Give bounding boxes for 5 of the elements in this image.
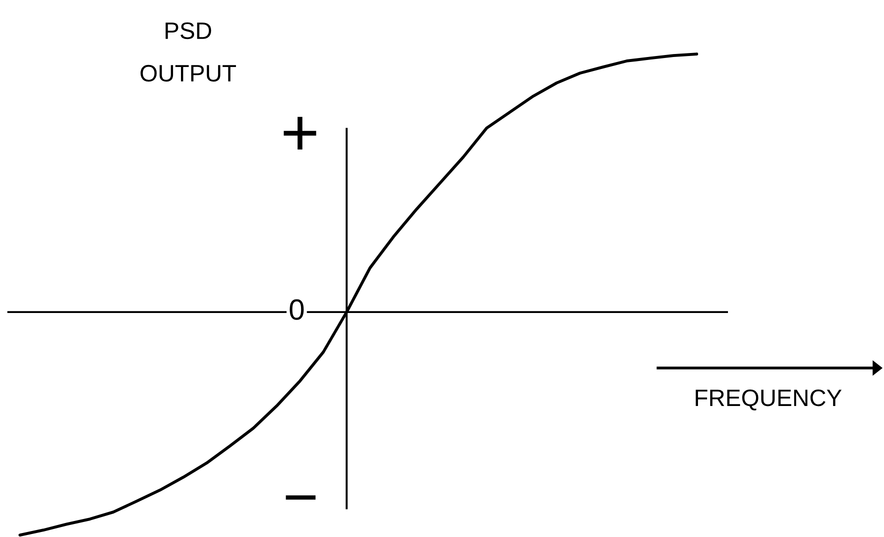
y-axis-title: PSD OUTPUT — [140, 22, 236, 82]
annotation: − — [286, 495, 316, 500]
x-axis-title: FREQUENCY — [696, 389, 842, 410]
annotation: 0 — [290, 299, 304, 320]
annotation: + — [284, 116, 316, 150]
